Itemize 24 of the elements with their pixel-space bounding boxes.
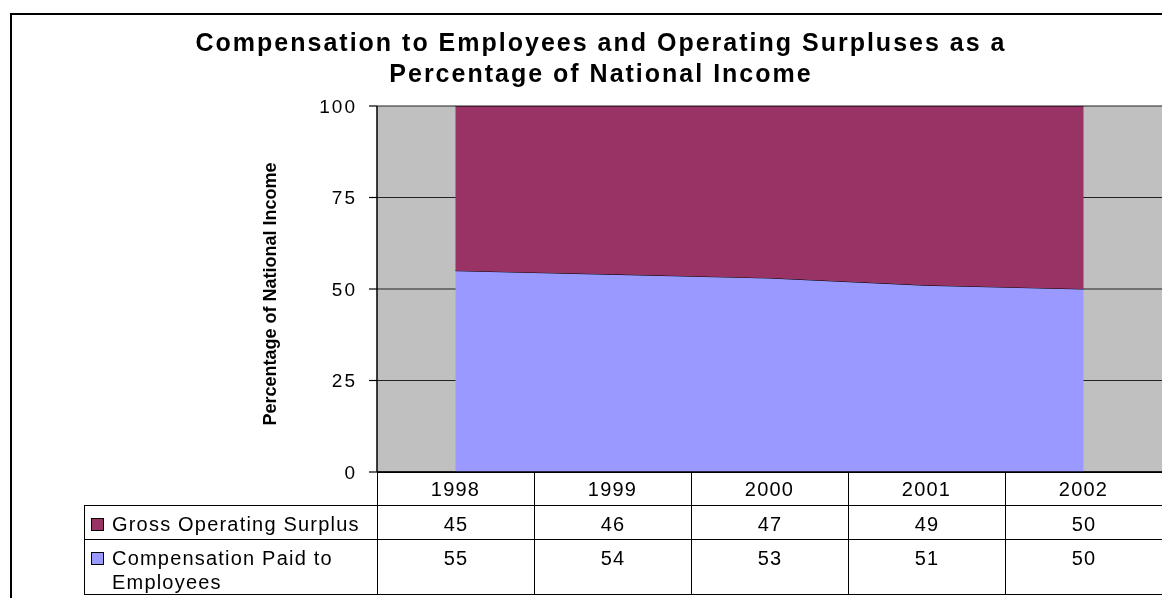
legend-label: Gross Operating Surplus bbox=[112, 513, 360, 535]
legend-label: Compensation Paid to Employees bbox=[112, 547, 333, 593]
data-label: 55 bbox=[377, 539, 535, 595]
data-label: 47 bbox=[691, 505, 849, 540]
x-tick-label: 2001 bbox=[901, 478, 952, 501]
data-label: 50 bbox=[1005, 539, 1162, 595]
data-label: 54 bbox=[534, 539, 692, 595]
y-axis-title: Percentage of National Income bbox=[259, 162, 280, 426]
y-tick-label: 0 bbox=[344, 461, 357, 483]
data-label: 49 bbox=[848, 505, 1006, 540]
y-tick-label: 25 bbox=[331, 370, 357, 392]
data-label: 45 bbox=[377, 505, 535, 540]
x-tick-label: 2002 bbox=[1058, 478, 1109, 501]
data-label: 53 bbox=[691, 539, 849, 595]
y-tick-label: 75 bbox=[331, 187, 357, 209]
data-label: 50 bbox=[1005, 505, 1162, 540]
data-label: 51 bbox=[848, 539, 1006, 595]
y-tick-label: 50 bbox=[331, 278, 357, 300]
x-tick-label: 1999 bbox=[587, 478, 638, 501]
data-label: 46 bbox=[534, 505, 692, 540]
chart-title: Compensation to Employees and Operating Surpluses as a Percentage of National Income bbox=[195, 28, 1007, 87]
x-tick-label: 2000 bbox=[744, 478, 795, 501]
y-tick-label: 100 bbox=[319, 95, 357, 117]
x-tick-label: 1998 bbox=[430, 478, 481, 501]
